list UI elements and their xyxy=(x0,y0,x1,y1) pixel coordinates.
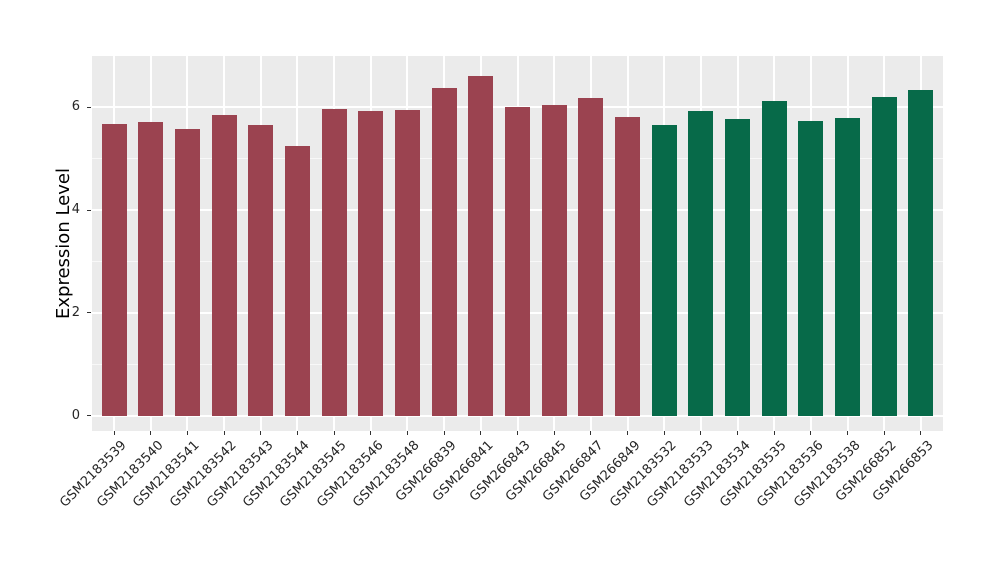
bar xyxy=(688,110,714,416)
y-tick-mark xyxy=(87,209,91,211)
x-tick-mark xyxy=(517,431,518,435)
y-tick-mark xyxy=(87,106,91,108)
y-tick-mark xyxy=(87,312,91,314)
bar xyxy=(138,122,164,416)
x-tick-mark xyxy=(773,431,775,435)
x-tick-mark xyxy=(406,431,408,435)
x-tick-mark xyxy=(443,431,445,435)
x-tick-mark xyxy=(627,431,629,435)
bar xyxy=(578,97,604,416)
x-tick-mark xyxy=(260,431,262,435)
bar xyxy=(101,124,127,416)
x-tick-mark xyxy=(590,431,592,435)
x-tick-mark xyxy=(333,431,335,435)
x-tick-mark xyxy=(370,431,372,435)
plot-panel xyxy=(92,56,943,431)
bar xyxy=(174,128,200,416)
y-tick-label: 4 xyxy=(71,202,80,218)
x-tick-mark xyxy=(223,431,225,435)
bar xyxy=(541,104,567,416)
y-tick-label: 0 xyxy=(71,407,80,423)
bar xyxy=(761,100,787,416)
bar xyxy=(615,117,641,416)
x-tick-mark xyxy=(700,431,702,435)
bar xyxy=(871,96,897,416)
y-tick-mark xyxy=(87,415,91,417)
bar xyxy=(358,111,384,416)
x-tick-mark xyxy=(920,431,922,435)
x-tick-mark xyxy=(553,431,555,435)
y-tick-label: 2 xyxy=(71,304,80,320)
x-tick-mark xyxy=(737,431,739,435)
x-tick-mark xyxy=(186,431,188,435)
bar xyxy=(248,125,274,416)
bar xyxy=(725,119,751,416)
x-tick-mark xyxy=(663,431,665,435)
x-tick-mark xyxy=(296,431,298,435)
bar xyxy=(798,120,824,416)
bar xyxy=(468,75,494,416)
x-tick-mark xyxy=(480,431,482,435)
bar xyxy=(505,107,530,416)
x-tick-mark xyxy=(847,431,849,435)
bar xyxy=(211,115,237,416)
bar xyxy=(431,87,457,416)
bar xyxy=(321,108,347,416)
x-tick-mark xyxy=(883,431,885,435)
x-tick-mark xyxy=(810,431,812,435)
x-tick-mark xyxy=(150,431,152,435)
bar xyxy=(651,125,677,416)
bar xyxy=(908,89,934,416)
y-tick-label: 6 xyxy=(71,99,80,115)
bar xyxy=(284,145,310,416)
x-tick-mark xyxy=(113,431,115,435)
bar xyxy=(835,117,861,416)
bar xyxy=(394,110,420,416)
